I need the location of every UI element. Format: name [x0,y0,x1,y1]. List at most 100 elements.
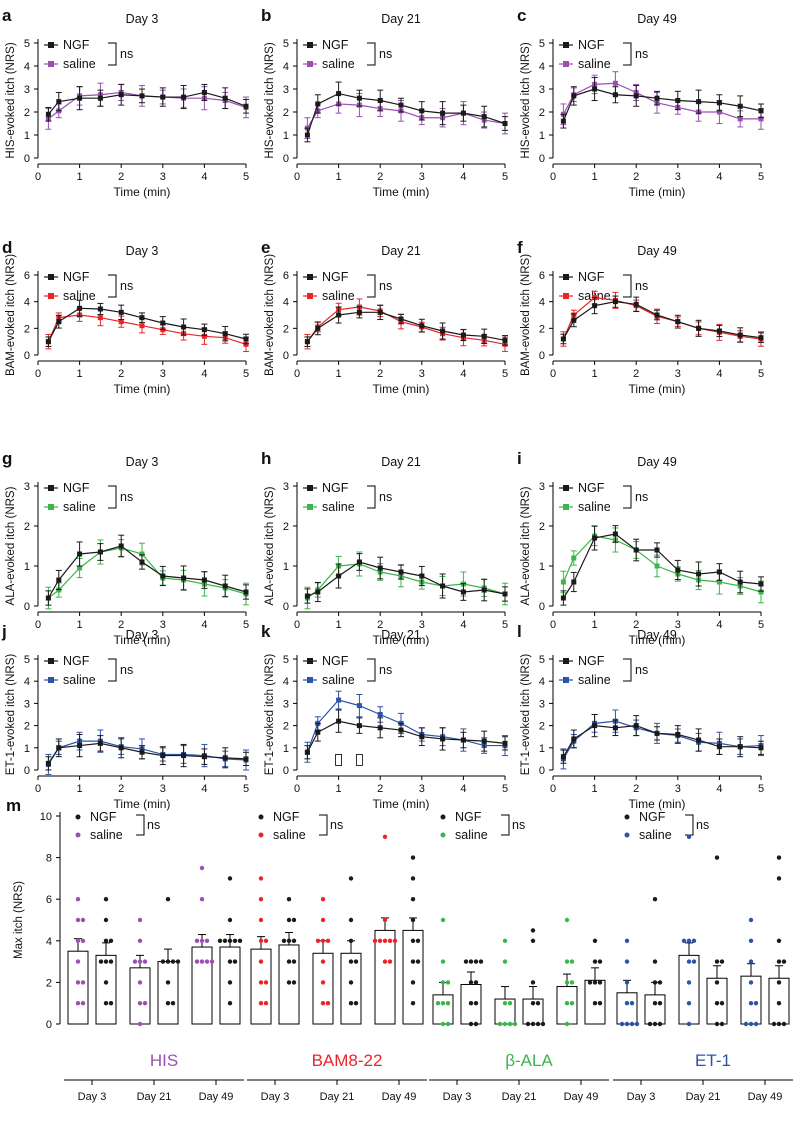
y-tick-label: 0 [283,765,289,777]
x-tick-label: 0 [294,619,300,631]
x-tick-label: 0 [35,783,41,795]
x-axis-label: Time (min) [114,185,171,199]
data-point-NGF [377,565,383,571]
data-dot-saline [445,1001,451,1006]
x-tick-label: 5 [502,171,508,183]
legend-saline-marker [48,504,54,510]
data-dot-ngf [776,980,782,985]
data-dot-ngf [291,980,297,985]
x-tick-label: 1 [592,619,598,631]
panel-k: k Day 21 0 1 2 3 4 5 0 1 2 3 4 5 Time (min) ET-1-evoked… [261,622,508,811]
x-axis-label: Time (min) [629,185,686,199]
data-dot-saline [80,938,86,943]
data-point-saline [139,551,145,557]
legend-saline-label: saline [322,57,355,71]
data-dot-saline [320,1001,326,1006]
data-dot-ngf [592,980,598,985]
panel-title: Day 21 [381,244,421,258]
y-tick-label: 5 [539,654,545,666]
legend-ngf-marker [48,274,54,280]
x-tick-label: 3 [419,619,425,631]
day-label: Day 21 [137,1091,172,1103]
data-dot-ngf [348,980,354,985]
data-dot-saline [440,959,446,964]
data-dot-ngf [160,959,166,964]
data-dot-saline [748,980,754,985]
y-tick-label: 1 [283,561,289,573]
y-tick-label: 0 [539,153,545,165]
data-point-NGF [201,754,207,760]
day-label: Day 21 [686,1091,721,1103]
data-dot-ngf [530,980,536,985]
data-dot-ngf [415,959,421,964]
data-dot-ngf [103,1001,109,1006]
data-dot-ngf [468,959,474,964]
data-dot-saline [691,959,697,964]
bar-saline [312,952,334,1025]
legend-ngf-label: NGF [273,810,300,824]
legend-bracket [623,485,632,509]
data-point-NGF [460,110,466,116]
data-dot-saline [320,917,326,923]
data-dot-ngf [103,897,109,902]
data-point-NGF [481,738,487,744]
data-point-NGF [633,547,639,553]
data-dot-saline [258,980,264,985]
legend-bracket [367,274,376,298]
legend-ns: ns [379,663,392,677]
x-tick-label: 3 [675,619,681,631]
legend-saline-label: saline [63,500,96,514]
data-dot-ngf [597,959,603,964]
data-dot-saline [382,938,388,943]
data-dot-ngf [165,959,171,964]
data-dot-ngf [286,897,292,902]
legend-ngf-label: NGF [322,481,349,495]
data-dot-ngf [108,1001,114,1006]
legend-ngf-marker [48,485,54,491]
x-tick-label: 1 [77,783,83,795]
data-dot-saline [686,1021,692,1027]
data-dot-saline [748,1021,754,1027]
data-point-NGF [758,745,764,751]
x-tick-label: 0 [294,171,300,183]
data-point-NGF [160,573,166,579]
data-point-NGF [45,111,51,117]
data-point-NGF [77,305,83,311]
legend-saline-label: saline [273,828,306,842]
data-dot-saline [502,938,508,943]
legend-bracket [623,658,632,682]
x-tick-label: 1 [592,171,598,183]
data-point-NGF [97,306,103,312]
data-dot-ngf [592,959,598,964]
data-point-NGF [45,760,51,766]
data-point-NGF [560,595,566,601]
legend-ngf-marker [48,42,54,48]
legend-saline-label: saline [63,57,96,71]
data-point-NGF [460,589,466,595]
y-axis-label: ALA-evoked itch (NRS) [264,486,276,605]
panel-e: e Day 21 0 2 4 6 0 1 2 3 4 5 Time (min) BAM-evoked it… [261,238,508,396]
data-dot-saline [445,980,451,985]
legend-ns: ns [635,279,648,293]
bar-ngf [157,961,179,1025]
data-dot-saline [619,1021,625,1027]
data-point-NGF [356,95,362,101]
x-tick-label: 3 [675,783,681,795]
data-point-NGF [356,723,362,729]
data-dot-saline [624,938,630,943]
data-point-NGF [201,89,207,95]
y-tick-label: 3 [539,698,545,710]
data-dot-ngf [652,959,658,964]
x-tick-label: 4 [460,619,466,631]
data-point-NGF [97,95,103,101]
y-tick-label: 0 [539,601,545,613]
data-point-NGF [160,94,166,100]
data-dot-saline [564,980,570,985]
panel-letter: a [2,6,12,25]
legend-ngf-marker [563,658,569,664]
x-axis-label: Time (min) [114,382,171,396]
x-axis-label: Time (min) [629,797,686,811]
data-dot-saline [382,959,388,964]
data-dot-ngf [348,959,354,964]
legend-ns: ns [120,47,133,61]
